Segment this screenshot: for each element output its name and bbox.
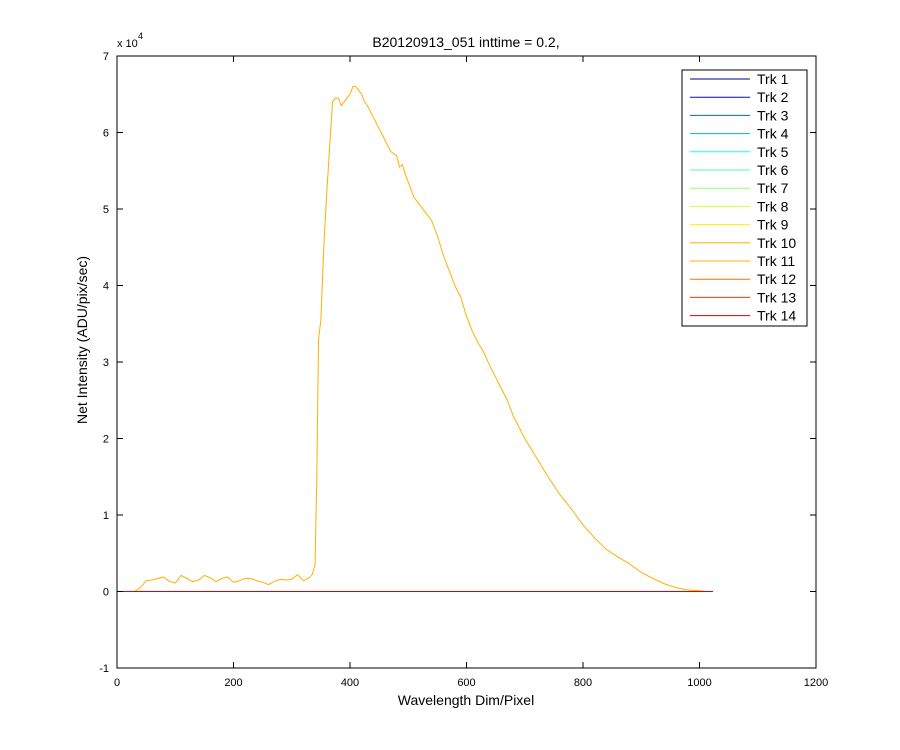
- series-line-trk-11: [117, 86, 713, 592]
- legend-label: Trk 12: [757, 271, 796, 287]
- series-layer: [117, 86, 713, 592]
- legend-label: Trk 6: [757, 162, 789, 178]
- x-tick-label: 0: [114, 677, 120, 689]
- x-tick-label: 400: [341, 677, 359, 689]
- legend-label: Trk 4: [757, 126, 789, 142]
- y-tick-label: -1: [99, 663, 109, 675]
- chart-title: B20120913_051 inttime = 0.2,: [372, 34, 559, 50]
- y-tick-label: 0: [103, 587, 109, 599]
- x-tick-label: 800: [574, 677, 592, 689]
- y-exponent-power: 4: [138, 31, 143, 41]
- y-tick-label: 4: [103, 281, 109, 293]
- y-tick-label: 2: [103, 434, 109, 446]
- y-tick-label: 7: [103, 51, 109, 63]
- legend-label: Trk 13: [757, 289, 796, 305]
- legend-items: Trk 1 Trk 2 Trk 3 Trk 4 Trk 5 Trk 6 Trk 7 Trk 8…: [690, 71, 796, 324]
- y-tick-label: 5: [103, 204, 109, 216]
- legend-label: Trk 9: [757, 217, 789, 233]
- legend-label: Trk 2: [757, 89, 789, 105]
- y-tick-label: 6: [103, 128, 109, 140]
- x-tick-label: 600: [457, 677, 475, 689]
- legend-label: Trk 14: [757, 308, 796, 324]
- y-exponent-label: x 10: [117, 38, 138, 50]
- legend-label: Trk 1: [757, 71, 789, 87]
- y-axis: -1 0 1 2 3 4 5 6 7: [99, 51, 816, 675]
- legend-box: [681, 69, 808, 327]
- x-tick-label: 1000: [687, 677, 711, 689]
- x-axis: 0 200 400 600 800 1000 1200: [114, 56, 828, 689]
- legend-label: Trk 7: [757, 180, 789, 196]
- y-axis-label: Net Intensity (ADU/pix/sec): [74, 256, 90, 424]
- y-tick-label: 1: [103, 510, 109, 522]
- legend-label: Trk 3: [757, 107, 789, 123]
- legend-label: Trk 11: [757, 253, 795, 269]
- x-axis-label: Wavelength Dim/Pixel: [398, 692, 534, 708]
- x-tick-label: 1200: [804, 677, 828, 689]
- legend: Trk 1 Trk 2 Trk 3 Trk 4 Trk 5 Trk 6 Trk 7 Trk 8…: [681, 69, 808, 327]
- legend-label: Trk 8: [757, 198, 789, 214]
- x-tick-label: 200: [224, 677, 242, 689]
- legend-label: Trk 5: [757, 144, 789, 160]
- legend-label: Trk 10: [757, 235, 796, 251]
- y-tick-label: 3: [103, 357, 109, 369]
